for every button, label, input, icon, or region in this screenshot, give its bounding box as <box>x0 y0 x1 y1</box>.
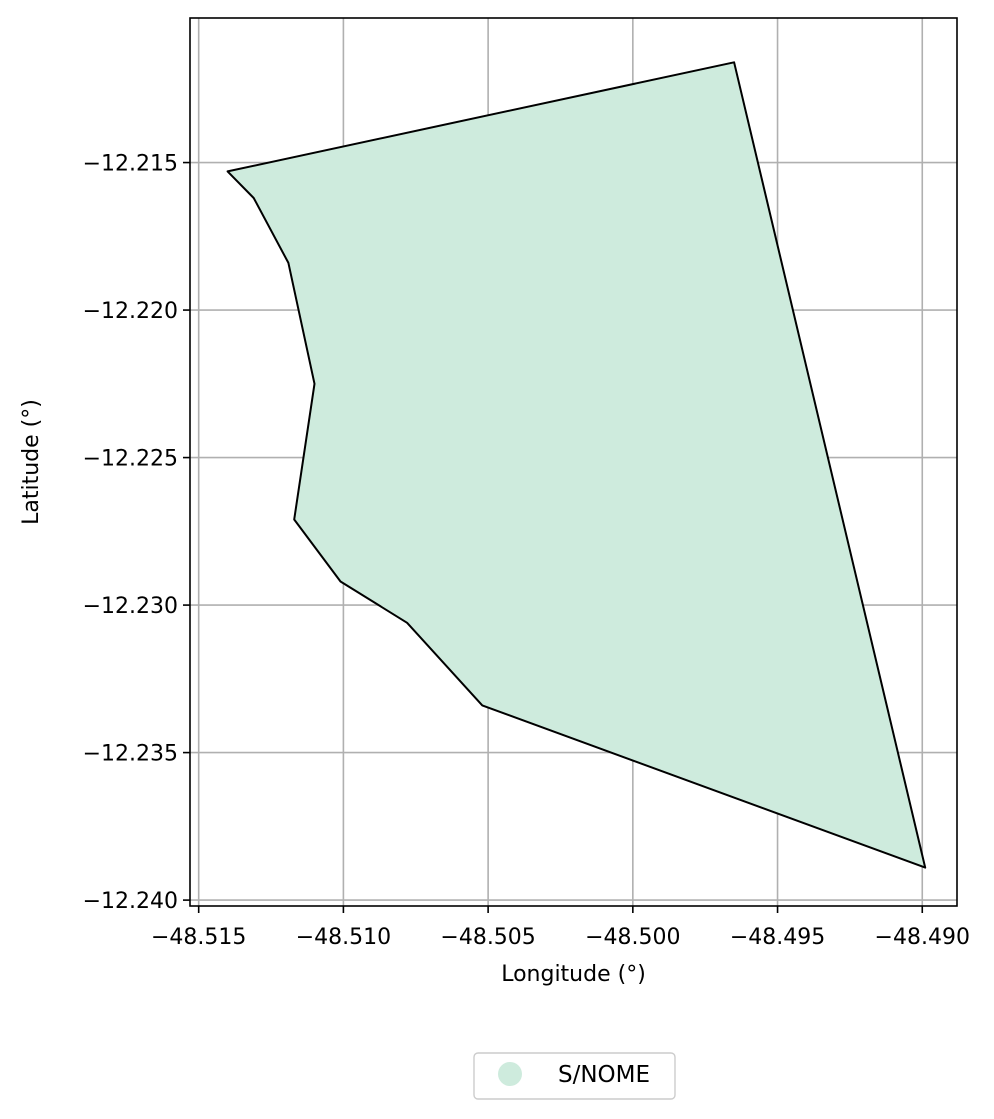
y-tick-label: −12.220 <box>83 299 178 324</box>
x-tick-label: −48.515 <box>151 925 246 950</box>
y-tick-label: −12.240 <box>83 889 178 914</box>
x-axis: −48.515 −48.510 −48.505 −48.500 −48.495 −48.4… <box>151 906 970 950</box>
legend: S/NOME <box>473 1052 676 1100</box>
polygon-layer <box>226 61 927 869</box>
x-axis-label: Longitude (°) <box>501 962 646 987</box>
x-tick-label: −48.505 <box>440 925 535 950</box>
y-tick-label: −12.235 <box>83 742 178 767</box>
y-tick-label: −12.230 <box>83 594 178 619</box>
legend-frame <box>473 1052 676 1100</box>
legend-marker <box>498 1062 522 1086</box>
plot-frame <box>189 17 958 907</box>
y-tick-label: −12.225 <box>83 447 178 472</box>
x-tick-label: −48.495 <box>730 925 825 950</box>
y-axis-label: Latitude (°) <box>19 399 44 525</box>
x-tick-label: −48.510 <box>296 925 391 950</box>
y-tick-label: −12.215 <box>83 152 178 177</box>
x-tick-label: −48.490 <box>875 925 970 950</box>
x-tick-label: −48.500 <box>585 925 680 950</box>
region-polygon <box>226 61 927 869</box>
y-axis: −12.215 −12.220 −12.225 −12.230 −12.235 −12.2… <box>83 152 190 914</box>
legend-label: S/NOME <box>558 1062 650 1088</box>
